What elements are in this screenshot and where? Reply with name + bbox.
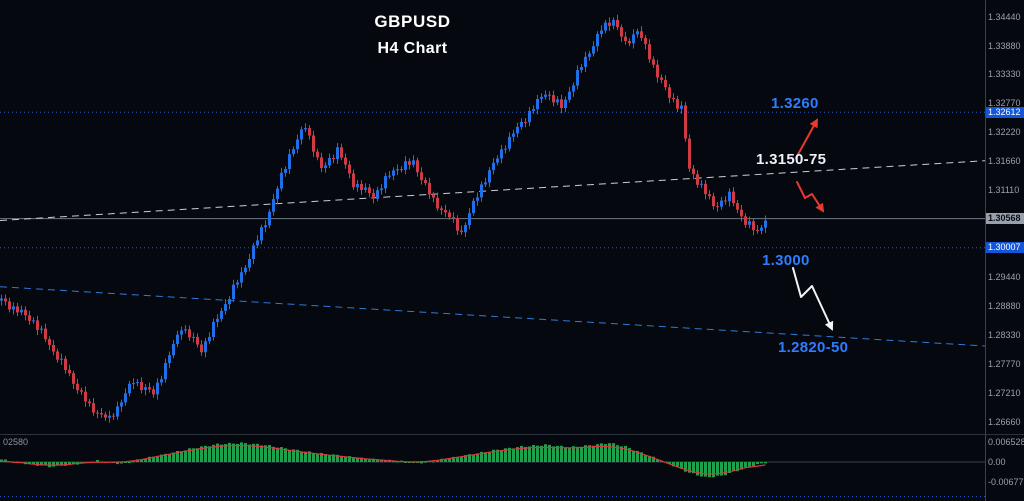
price-axis-label: 1.32612 bbox=[986, 106, 1024, 118]
price-axis-label: 1.31660 bbox=[988, 156, 1021, 167]
annotation-resistance-13260: 1.3260 bbox=[771, 95, 819, 112]
price-axis-label: 1.32770 bbox=[988, 98, 1021, 109]
price-axis: 1.34440 1.33880 1.33330 1.32770 1.32612 1.322… bbox=[985, 0, 1024, 501]
price-axis-label: 1.28880 bbox=[988, 300, 1021, 311]
price-axis-label: 1.33880 bbox=[988, 40, 1021, 51]
annotation-zone-13150-75: 1.3150-75 bbox=[756, 151, 827, 168]
indicator-axis-label: 0.00 bbox=[988, 456, 1006, 467]
price-axis-label: 1.28330 bbox=[988, 329, 1021, 340]
price-axis-label: 1.27770 bbox=[988, 358, 1021, 369]
indicator-axis-label: 0.006528 bbox=[988, 436, 1024, 447]
price-axis-label: 1.30568 bbox=[986, 213, 1024, 225]
chart-timeframe-label: H4 Chart bbox=[377, 40, 448, 57]
price-axis-label: 1.29440 bbox=[988, 271, 1021, 282]
price-axis-label: 1.31110 bbox=[988, 184, 1020, 195]
annotation-zone-12820-50: 1.2820-50 bbox=[778, 339, 849, 356]
price-axis-label: 1.30007 bbox=[986, 242, 1024, 254]
price-axis-label: 1.26660 bbox=[988, 416, 1021, 427]
annotation-support-13000: 1.3000 bbox=[762, 252, 810, 269]
indicator-axis-label: -0.006775 bbox=[988, 477, 1024, 488]
price-axis-label: 1.33330 bbox=[988, 69, 1021, 80]
price-axis-label: 1.27210 bbox=[988, 387, 1021, 398]
price-axis-label: 1.32220 bbox=[988, 127, 1021, 138]
chart-title: GBPUSD H4 Chart bbox=[320, 12, 505, 58]
price-axis-label: 1.34440 bbox=[988, 11, 1021, 22]
indicator-corner-value: 02580 bbox=[3, 437, 29, 447]
chart-symbol-label: GBPUSD bbox=[374, 12, 451, 31]
